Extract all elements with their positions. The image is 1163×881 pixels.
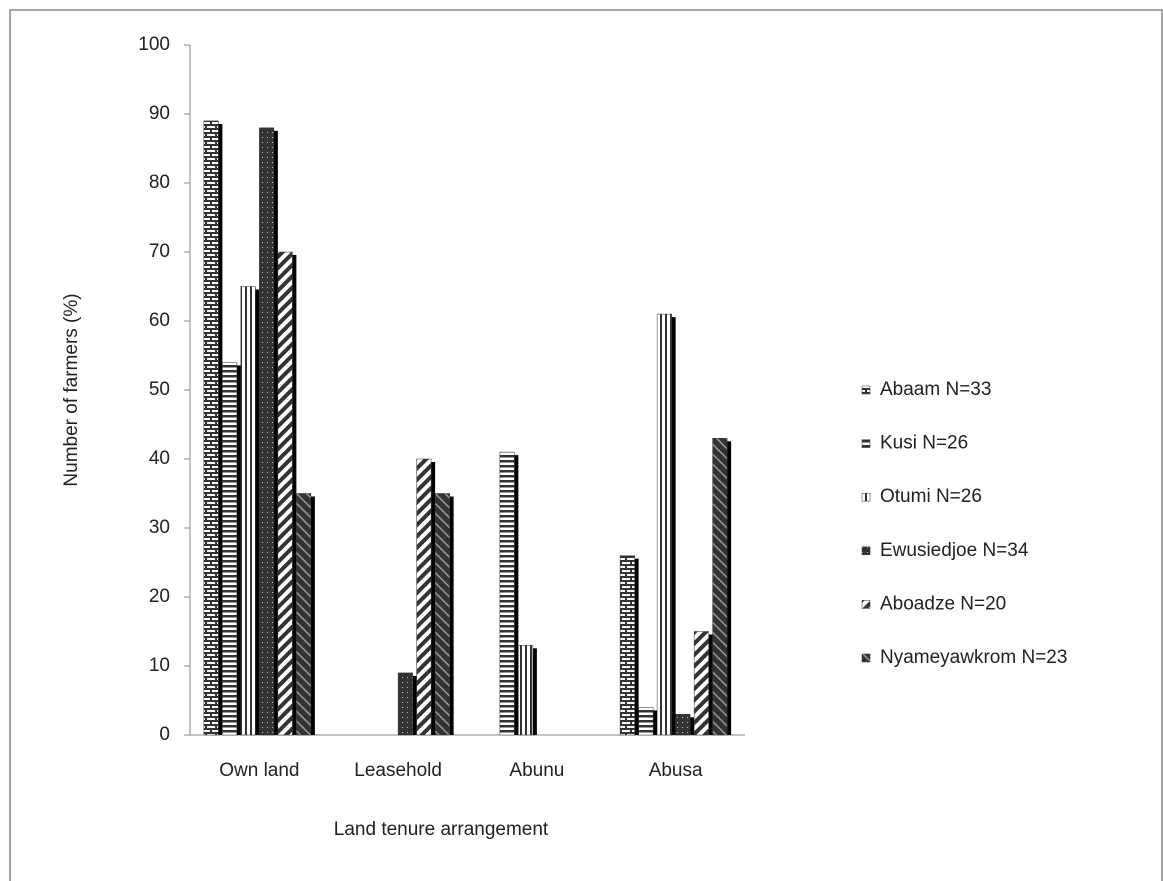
bar-shadow [532,648,537,735]
bar-shadow [412,675,417,735]
bar-shadow [671,317,676,735]
bar-shadow [727,441,732,735]
bar-shadow [255,289,260,735]
bar-shadow [634,558,639,735]
y-tick-label: 50 [149,379,170,400]
legend-swatch [861,439,871,448]
legend-label: Otumi N=26 [880,486,982,507]
legend-swatch [861,492,871,502]
bar [518,645,534,736]
x-tick-label: Abusa [649,760,703,781]
bar-shadow [292,255,297,735]
legend-label: Nyameyawkrom N=23 [880,647,1067,668]
x-tick-label: Leasehold [354,760,442,781]
bar [693,631,709,736]
bar [222,362,238,736]
y-tick-label: 70 [149,241,170,262]
bar [656,313,672,736]
legend-label: Kusi N=26 [880,433,968,454]
bar-shadow [708,634,713,735]
legend-label: Aboadze N=20 [880,593,1006,614]
legend-swatch [861,385,871,395]
bar [240,286,256,736]
y-axis-label: Number of farmers (%) [61,293,82,486]
legend-swatch [861,600,871,609]
bar [675,714,691,736]
bar [416,458,432,736]
bar-shadow [273,130,278,736]
bar [712,438,728,736]
y-tick-label: 30 [149,517,170,538]
bar [638,707,654,736]
legend-label: Abaam N=33 [880,379,991,400]
bar-shadow [236,365,241,735]
x-axis-label: Land tenure arrangement [334,819,549,840]
y-tick-label: 90 [149,103,170,124]
bar [296,493,312,736]
bar [499,451,515,736]
y-tick-label: 0 [159,724,170,745]
y-tick-label: 10 [149,655,170,676]
x-tick-label: Own land [219,760,299,781]
y-tick-label: 20 [149,586,170,607]
bar [277,251,293,736]
bar-shadow [690,717,695,735]
bar [397,672,413,736]
bar-shadow [218,123,223,735]
y-tick-label: 80 [149,172,170,193]
bar-shadow [310,496,315,735]
y-tick-label: 60 [149,310,170,331]
legend-swatch [861,653,871,663]
legend-label: Ewusiedjoe N=34 [880,540,1029,561]
bar [619,555,635,736]
bar-shadow [514,455,519,735]
bar [259,127,275,736]
x-tick-label: Abunu [509,760,564,781]
legend-swatch [861,546,871,556]
bar-shadow [431,462,436,735]
bar [203,120,219,736]
y-tick-label: 40 [149,448,170,469]
bar-shadow [653,710,658,735]
y-tick-label: 100 [138,34,170,55]
frame [9,9,1163,881]
bar [434,493,450,736]
bar-shadow [449,496,454,735]
